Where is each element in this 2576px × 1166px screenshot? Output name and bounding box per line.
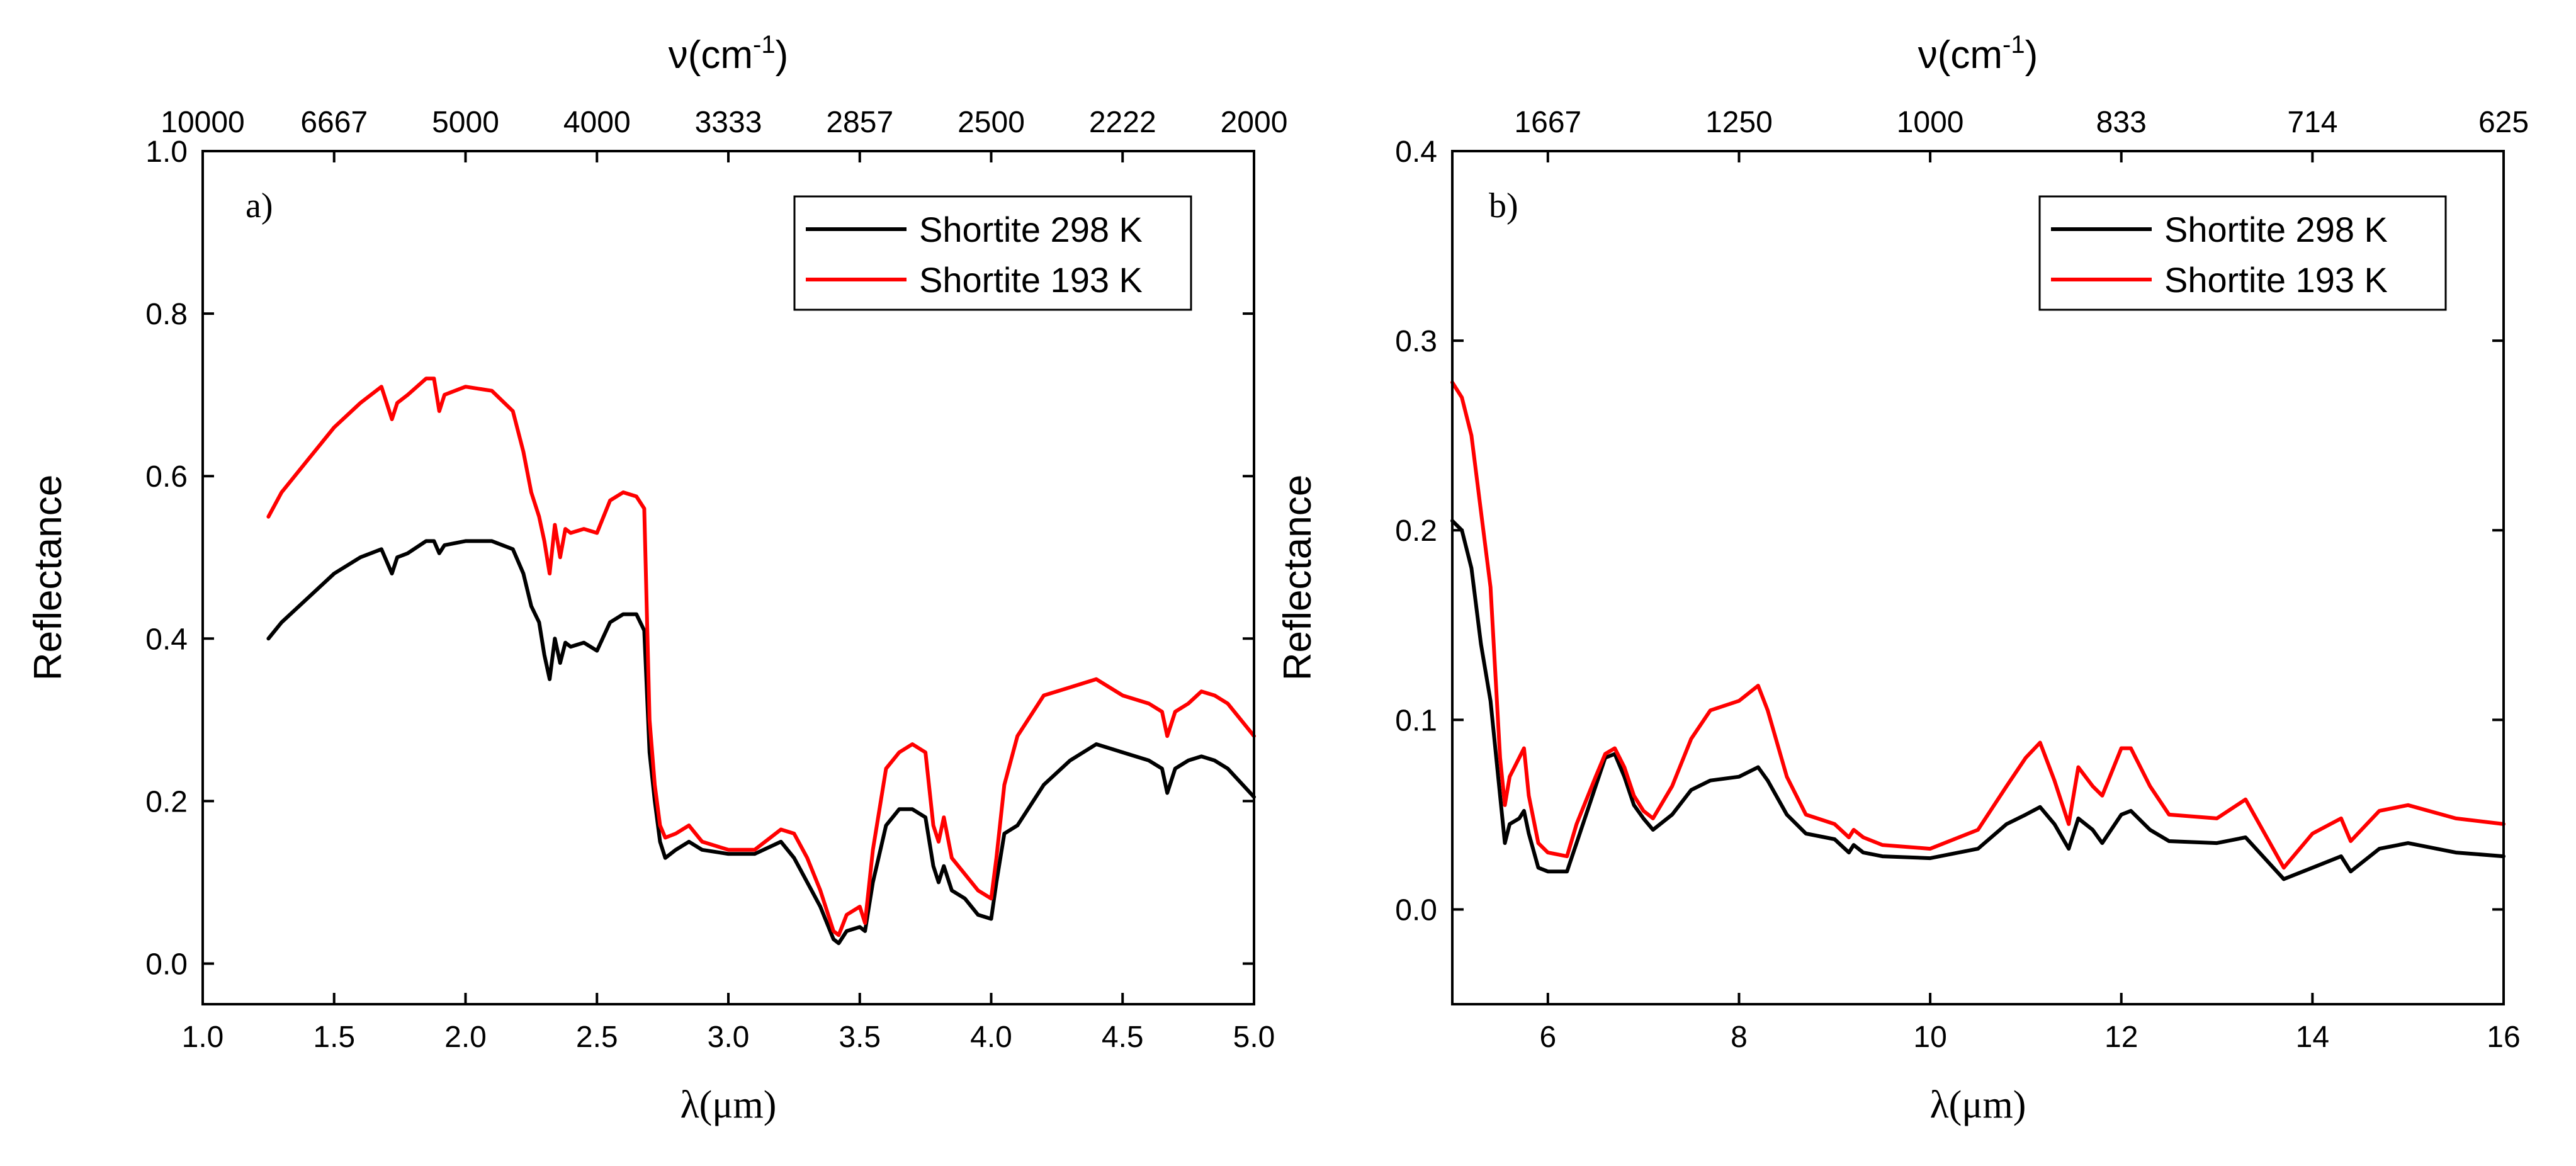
panel-a-legend-box (793, 195, 1192, 311)
panel-a-legend-label-193k: Shortite 193 K (919, 260, 1143, 300)
series-line-shortite-193-k (1450, 380, 2505, 870)
x-tick-label: 10 (1913, 1021, 1946, 1054)
y-tick-label: 0.4 (1395, 135, 1437, 169)
x-tick-label: 3.5 (839, 1021, 881, 1054)
x-tick-label: 8 (1731, 1021, 1748, 1054)
panel-a-top-axis-title: ν(cm-1) (669, 31, 789, 77)
x-tick-label: 1.5 (313, 1021, 355, 1054)
panel-a-legend: Shortite 298 K Shortite 193 K (793, 195, 1192, 311)
y-tick-label: 0.1 (1395, 704, 1437, 737)
panel-b: 6 8 10 12 14 16 1667 1250 1000 833 714 625 0.0 0.1 0.2… (1276, 31, 2529, 1126)
top-tick-label: 2222 (1089, 106, 1156, 139)
series-line-shortite-298-k (266, 539, 1256, 946)
series-line-shortite-298-k (1450, 519, 2505, 881)
top-tick-label: 4000 (563, 106, 631, 139)
panel-b-top-axis-title-main: ν(cm (1918, 33, 2003, 77)
panel-a-top-axis-title-close: ) (776, 33, 789, 77)
x-tick-label: 14 (2296, 1021, 2329, 1054)
x-tick-label: 6 (1539, 1021, 1556, 1054)
panel-a-x-axis-title: λ(μm) (681, 1084, 777, 1126)
panel-b-legend-box (2038, 195, 2447, 311)
top-tick-label: 833 (2096, 106, 2147, 139)
x-tick-label: 3.0 (708, 1021, 750, 1054)
y-tick-label: 0.3 (1395, 325, 1437, 358)
panel-a: 1.0 1.5 2.0 2.5 3.0 3.5 4.0 4.5 5.0 10000 6667 5000… (26, 31, 1287, 1126)
panel-b-legend-label-298k: Shortite 298 K (2164, 210, 2388, 249)
x-tick-label: 16 (2487, 1021, 2520, 1054)
top-tick-label: 1250 (1705, 106, 1773, 139)
top-tick-label: 1667 (1514, 106, 1581, 139)
x-tick-label: 1.0 (182, 1021, 224, 1054)
y-tick-label: 0.4 (145, 623, 188, 656)
panel-a-top-axis-title-sup: -1 (753, 31, 776, 59)
y-tick-label: 0.0 (1395, 893, 1437, 927)
panel-b-y-axis-title: Reflectance (1276, 475, 1319, 681)
y-tick-label: 0.2 (1395, 514, 1437, 548)
panel-b-legend-label-193k: Shortite 193 K (2164, 260, 2388, 300)
y-tick-label: 0.0 (145, 948, 188, 981)
panel-a-y-axis-title: Reflectance (26, 475, 70, 681)
panel-b-label: b) (1489, 186, 1518, 225)
x-tick-label: 2.0 (444, 1021, 487, 1054)
panel-b-top-axis-title-sup: -1 (2003, 31, 2025, 59)
panel-b-top-axis-title: ν(cm-1) (1918, 31, 2038, 77)
panel-b-frame (1451, 150, 2505, 1005)
top-tick-label: 10000 (161, 106, 244, 139)
panel-b-top-axis-title-close: ) (2025, 33, 2038, 77)
top-tick-label: 5000 (432, 106, 499, 139)
top-tick-label: 3333 (695, 106, 762, 139)
x-tick-label: 4.5 (1102, 1021, 1144, 1054)
y-tick-label: 1.0 (145, 135, 188, 169)
panel-a-ticks: 1.0 1.5 2.0 2.5 3.0 3.5 4.0 4.5 5.0 10000 6667 5000… (145, 106, 1287, 1054)
x-tick-label: 5.0 (1233, 1021, 1275, 1054)
y-tick-label: 0.6 (145, 460, 188, 494)
panel-a-series (266, 376, 1256, 946)
top-tick-label: 2857 (826, 106, 893, 139)
x-tick-label: 2.5 (576, 1021, 618, 1054)
top-tick-label: 2000 (1221, 106, 1288, 139)
y-tick-label: 0.8 (145, 298, 188, 331)
panel-a-top-axis-title-main: ν(cm (669, 33, 753, 77)
panel-b-x-axis-title: λ(μm) (1930, 1084, 2026, 1126)
panel-a-label: a) (246, 186, 273, 225)
panel-b-legend: Shortite 298 K Shortite 193 K (2038, 195, 2447, 311)
top-tick-label: 625 (2478, 106, 2529, 139)
panel-b-series (1450, 380, 2505, 881)
x-tick-label: 12 (2104, 1021, 2138, 1054)
top-tick-label: 2500 (958, 106, 1025, 139)
y-tick-label: 0.2 (145, 785, 188, 818)
top-tick-label: 1000 (1897, 106, 1964, 139)
panel-a-legend-label-298k: Shortite 298 K (919, 210, 1143, 249)
series-line-shortite-193-k (266, 376, 1256, 937)
top-tick-label: 6667 (300, 106, 368, 139)
panel-b-ticks: 6 8 10 12 14 16 1667 1250 1000 833 714 625 0.0 0.1 0.2… (1395, 106, 2529, 1054)
top-tick-label: 714 (2287, 106, 2337, 139)
x-tick-label: 4.0 (970, 1021, 1012, 1054)
